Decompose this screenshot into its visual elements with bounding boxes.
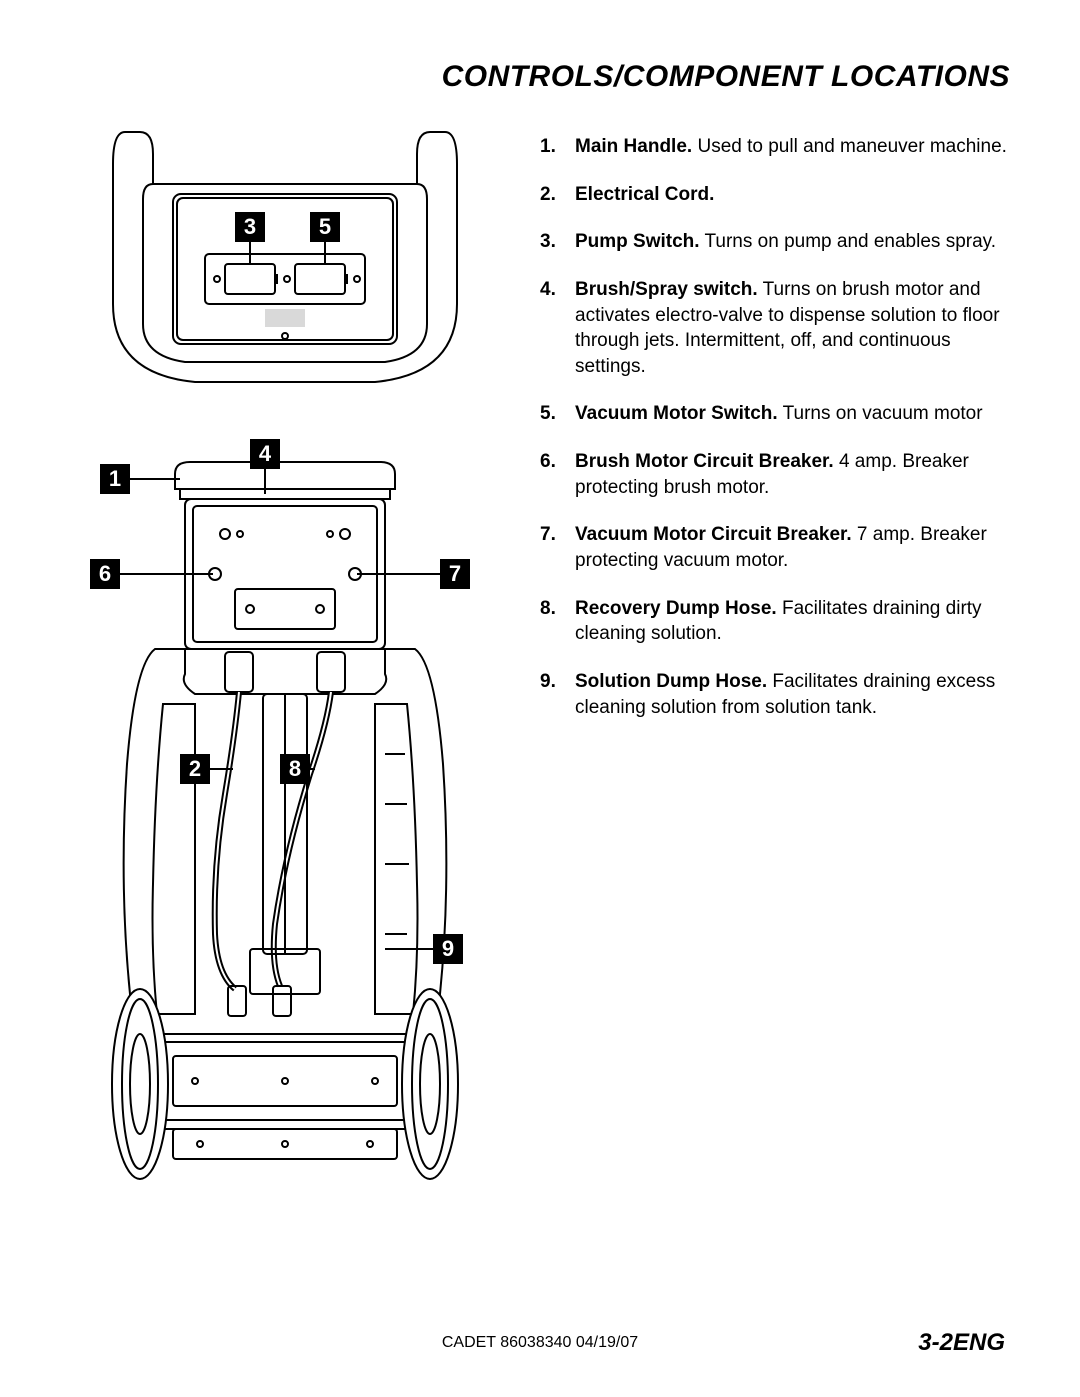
- page-number: 3-2ENG: [918, 1329, 1005, 1357]
- item-text: Recovery Dump Hose. Facilitates draining…: [575, 596, 1010, 647]
- item-number: 4.: [540, 277, 575, 380]
- control-panel-svg: [95, 124, 475, 394]
- item-term: Electrical Cord.: [575, 184, 714, 205]
- item-term: Main Handle.: [575, 136, 692, 157]
- list-item: 4.Brush/Spray switch. Turns on brush mot…: [540, 277, 1010, 380]
- callout-9: 9: [433, 934, 463, 964]
- item-text: Brush Motor Circuit Breaker. 4 amp. Brea…: [575, 449, 1010, 500]
- item-description: Turns on pump and enables spray.: [700, 231, 996, 252]
- callout-3: 3: [235, 212, 265, 242]
- item-text: Vacuum Motor Switch. Turns on vacuum mot…: [575, 401, 1010, 427]
- item-number: 3.: [540, 229, 575, 255]
- callout-8: 8: [280, 754, 310, 784]
- machine-svg: [85, 434, 485, 1194]
- list-item: 7.Vacuum Motor Circuit Breaker. 7 amp. B…: [540, 522, 1010, 573]
- diagrams-column: 35: [70, 124, 500, 1194]
- list-item: 9.Solution Dump Hose. Facilitates draini…: [540, 669, 1010, 720]
- item-number: 1.: [540, 134, 575, 160]
- list-item: 2.Electrical Cord.: [540, 182, 1010, 208]
- item-text: Vacuum Motor Circuit Breaker. 7 amp. Bre…: [575, 522, 1010, 573]
- item-text: Solution Dump Hose. Facilitates draining…: [575, 669, 1010, 720]
- item-number: 7.: [540, 522, 575, 573]
- diagram-control-panel: 35: [95, 124, 475, 394]
- list-item: 5.Vacuum Motor Switch. Turns on vacuum m…: [540, 401, 1010, 427]
- callout-6: 6: [90, 559, 120, 589]
- item-number: 6.: [540, 449, 575, 500]
- page-title: CONTROLS/COMPONENT LOCATIONS: [70, 60, 1010, 94]
- callout-4: 4: [250, 439, 280, 469]
- callout-1: 1: [100, 464, 130, 494]
- item-text: Pump Switch. Turns on pump and enables s…: [575, 229, 1010, 255]
- item-list: 1.Main Handle. Used to pull and maneuver…: [540, 124, 1010, 1194]
- item-term: Pump Switch.: [575, 231, 700, 252]
- list-item: 8.Recovery Dump Hose. Facilitates draini…: [540, 596, 1010, 647]
- item-number: 5.: [540, 401, 575, 427]
- item-description: Turns on vacuum motor: [778, 403, 983, 424]
- item-term: Vacuum Motor Circuit Breaker.: [575, 524, 852, 545]
- callout-7: 7: [440, 559, 470, 589]
- item-term: Brush/Spray switch.: [575, 279, 758, 300]
- diagram-machine: 1 4 6 7 2 8 9: [85, 434, 485, 1194]
- content-row: 35: [70, 124, 1010, 1194]
- callout-2: 2: [180, 754, 210, 784]
- list-item: 6.Brush Motor Circuit Breaker. 4 amp. Br…: [540, 449, 1010, 500]
- item-term: Brush Motor Circuit Breaker.: [575, 451, 834, 472]
- item-number: 8.: [540, 596, 575, 647]
- item-number: 2.: [540, 182, 575, 208]
- item-term: Recovery Dump Hose.: [575, 598, 777, 619]
- list-item: 1.Main Handle. Used to pull and maneuver…: [540, 134, 1010, 160]
- item-text: Main Handle. Used to pull and maneuver m…: [575, 134, 1010, 160]
- item-term: Solution Dump Hose.: [575, 671, 767, 692]
- item-text: Brush/Spray switch. Turns on brush motor…: [575, 277, 1010, 380]
- item-description: Used to pull and maneuver machine.: [692, 136, 1007, 157]
- item-text: Electrical Cord.: [575, 182, 1010, 208]
- item-term: Vacuum Motor Switch.: [575, 403, 778, 424]
- callout-5: 5: [310, 212, 340, 242]
- item-number: 9.: [540, 669, 575, 720]
- list-item: 3.Pump Switch. Turns on pump and enables…: [540, 229, 1010, 255]
